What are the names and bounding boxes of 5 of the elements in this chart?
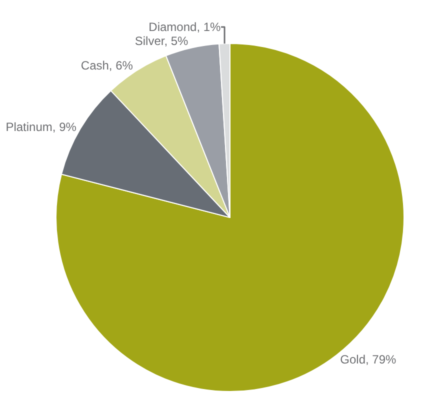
slice-label: Platinum, 9% <box>6 120 77 134</box>
slice-label: Gold, 79% <box>340 352 397 366</box>
slice-label: Cash, 6% <box>80 58 134 73</box>
slice-label: Diamond, 1% <box>148 20 222 34</box>
slice-label: Silver, 5% <box>134 34 189 48</box>
